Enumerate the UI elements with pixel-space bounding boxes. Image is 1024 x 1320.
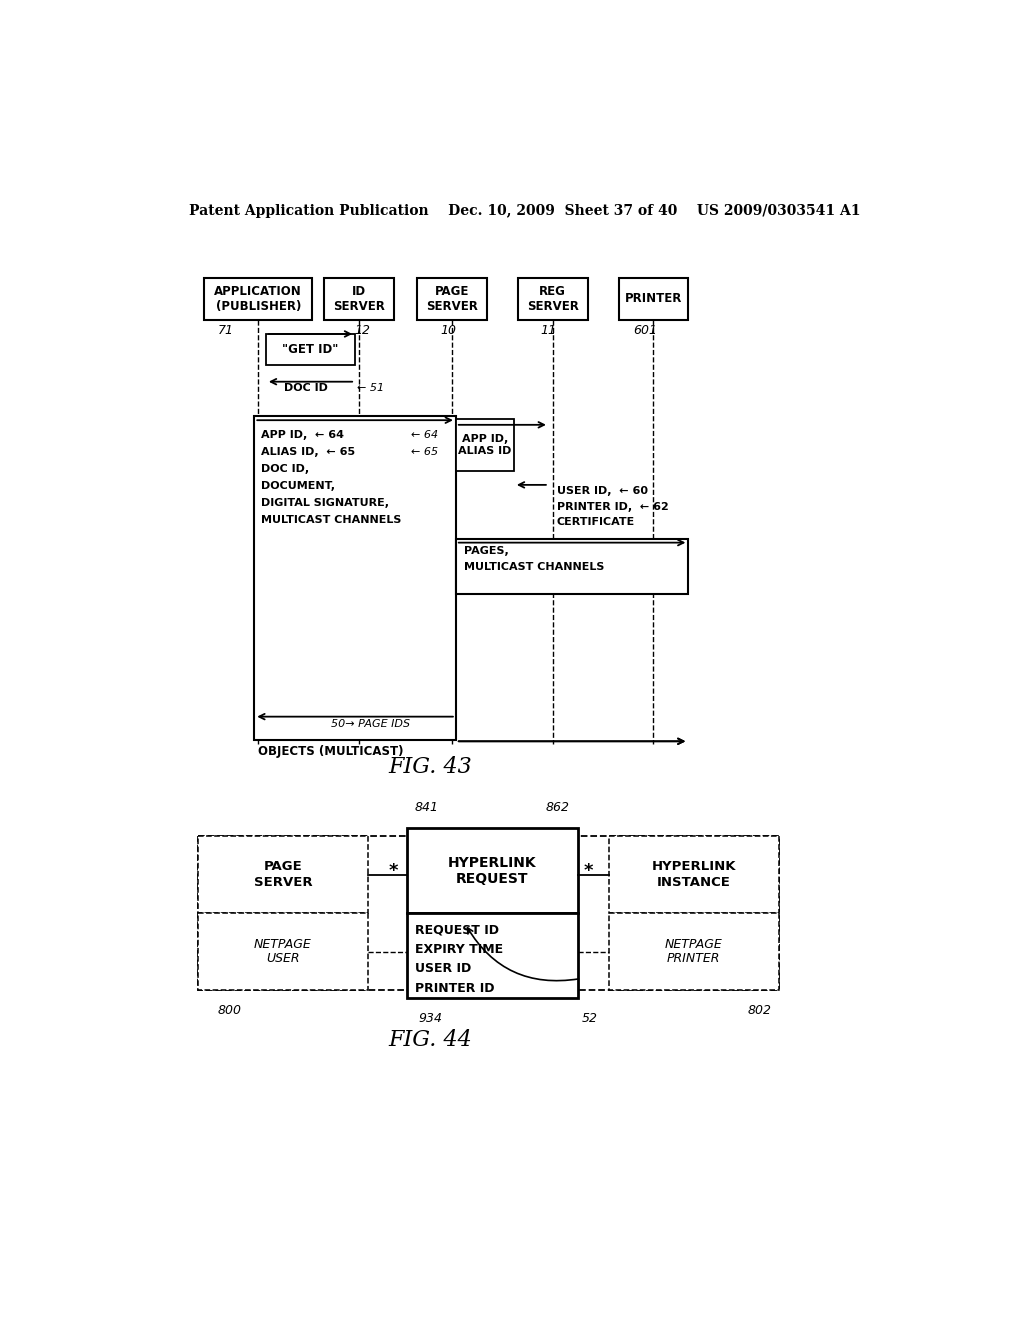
Text: PRINTER: PRINTER [625,293,682,305]
Text: 50→ PAGE IDS: 50→ PAGE IDS [331,719,411,729]
Text: MULTICAST CHANNELS: MULTICAST CHANNELS [260,515,401,525]
Text: APP ID,
ALIAS ID: APP ID, ALIAS ID [458,434,512,455]
Bar [198,836,369,913]
Text: ALIAS ID,  ← 65: ALIAS ID, ← 65 [260,447,354,457]
Text: "GET ID": "GET ID" [283,343,339,356]
Bar [518,277,588,321]
Text: Patent Application Publication    Dec. 10, 2009  Sheet 37 of 40    US 2009/03035: Patent Application Publication Dec. 10, … [189,203,860,218]
Text: 52: 52 [582,1011,597,1024]
Text: NETPAGE
PRINTER: NETPAGE PRINTER [665,937,723,965]
Text: FIG. 43: FIG. 43 [388,755,472,777]
Text: PAGE
SERVER: PAGE SERVER [254,861,312,888]
Text: DOC ID,: DOC ID, [260,465,308,474]
Bar [407,913,578,998]
Text: NETPAGE
USER: NETPAGE USER [254,937,312,965]
Text: APPLICATION
(PUBLISHER): APPLICATION (PUBLISHER) [214,285,302,313]
Text: 862: 862 [546,801,569,814]
Text: ← 51: ← 51 [356,383,384,393]
Text: USER ID: USER ID [415,962,471,975]
Text: PRINTER ID,  ← 62: PRINTER ID, ← 62 [557,502,669,512]
Bar [266,334,355,364]
Text: DOC ID: DOC ID [285,383,328,393]
Text: PAGE
SERVER: PAGE SERVER [426,285,478,313]
Text: PRINTER ID: PRINTER ID [415,982,495,994]
Text: DOCUMENT,: DOCUMENT, [260,480,335,491]
Text: 934: 934 [418,1011,442,1024]
Bar [417,277,486,321]
Text: CERTIFICATE: CERTIFICATE [557,517,635,527]
Text: USER ID,  ← 60: USER ID, ← 60 [557,487,647,496]
Text: 802: 802 [748,1003,771,1016]
Text: EXPIRY TIME: EXPIRY TIME [415,942,503,956]
Text: REQUEST ID: REQUEST ID [415,924,499,937]
Text: HYPERLINK
REQUEST: HYPERLINK REQUEST [447,855,537,886]
Bar [204,277,312,321]
Text: OBJECTS (MULTICAST): OBJECTS (MULTICAST) [258,744,403,758]
Text: ← 64: ← 64 [411,430,438,440]
Text: FIG. 44: FIG. 44 [388,1030,472,1051]
Bar [618,277,688,321]
Text: *: * [584,862,593,879]
Text: HYPERLINK
INSTANCE: HYPERLINK INSTANCE [651,861,736,888]
Text: APP ID,  ← 64: APP ID, ← 64 [260,430,343,440]
Text: PAGES,: PAGES, [464,546,508,557]
Text: REG
SERVER: REG SERVER [526,285,579,313]
Bar [407,829,578,913]
Text: DIGITAL SIGNATURE,: DIGITAL SIGNATURE, [260,498,388,508]
Text: 11: 11 [541,325,557,338]
Bar [254,416,456,739]
Bar [456,418,514,471]
Text: *: * [388,862,397,879]
Text: 841: 841 [415,801,438,814]
Text: 800: 800 [217,1003,241,1016]
Bar [324,277,394,321]
Text: 71: 71 [218,325,233,338]
Text: ← 65: ← 65 [411,447,438,457]
Bar [198,913,369,990]
Bar [608,913,779,990]
Text: ID
SERVER: ID SERVER [333,285,385,313]
Text: 12: 12 [355,325,371,338]
Text: 601: 601 [634,325,657,338]
Text: 10: 10 [440,325,456,338]
Bar [456,539,688,594]
Bar [198,836,779,990]
Bar [608,836,779,913]
Text: MULTICAST CHANNELS: MULTICAST CHANNELS [464,562,604,572]
